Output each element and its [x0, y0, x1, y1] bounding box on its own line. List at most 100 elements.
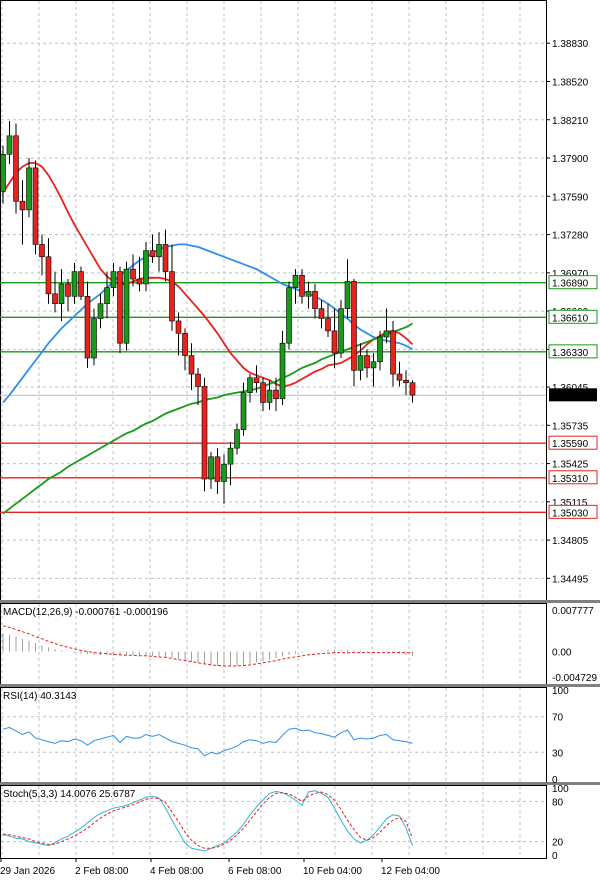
pane-border-main [0, 0, 547, 601]
candle-body [201, 386, 208, 480]
pane-separator [0, 600, 600, 603]
candle-body [84, 295, 91, 359]
candle-body [318, 308, 325, 319]
stoch-d-line [3, 791, 413, 849]
candle-body [305, 291, 312, 297]
candle-body [286, 287, 292, 344]
x-tick-label: 29 Jan 2026 [0, 866, 55, 877]
candle-body [156, 244, 162, 258]
stoch-y-tick-label: 20 [552, 838, 564, 849]
level-price-tag [548, 435, 598, 450]
candle-body [279, 342, 286, 400]
y-tick-label: 1.37280 [552, 231, 589, 242]
candle-body [65, 283, 71, 297]
pane-separator [0, 684, 600, 687]
candle-body [130, 268, 136, 280]
candle-body [331, 330, 338, 354]
candle-body [117, 271, 123, 344]
level-price-label: 1.35590 [552, 439, 589, 450]
candle-body [234, 429, 240, 449]
candle-body [52, 293, 58, 305]
y-tick-label: 1.34495 [552, 574, 589, 585]
level-price-label: 1.36330 [552, 348, 589, 359]
candle-body [253, 377, 260, 384]
x-tick-label: 12 Feb 04:00 [381, 866, 440, 877]
y-tick-label: 1.36970 [552, 269, 589, 280]
candle-body [396, 373, 403, 381]
macd-signal-line [2, 625, 413, 667]
candle-body [377, 336, 383, 363]
moving-average-line [2, 162, 414, 388]
candle-body [32, 167, 39, 245]
candle-body [325, 318, 331, 332]
macd-y-tick-label: 0.00 [552, 648, 572, 659]
stoch-k-line [2, 790, 413, 852]
candle-body [6, 135, 13, 155]
candle-body [0, 154, 6, 192]
candle-body [240, 392, 247, 430]
candle-body [214, 456, 221, 482]
moving-average-line [2, 322, 413, 515]
candle-body [208, 456, 214, 480]
candle-body [110, 271, 117, 288]
y-tick-label: 1.37590 [552, 192, 589, 203]
level-price-label: 1.36890 [552, 279, 589, 290]
macd-y-tick-label: -0.004729 [552, 673, 597, 684]
level-price-label: 1.35310 [552, 474, 589, 485]
candle-body [273, 389, 279, 400]
rsi-line [2, 726, 413, 757]
candle-body [357, 355, 364, 371]
candle-body [383, 330, 390, 338]
candle-body [390, 330, 396, 375]
candle-body [227, 447, 234, 465]
candle-body [403, 379, 409, 384]
x-tick-label: 10 Feb 04:00 [303, 866, 362, 877]
candle-body [136, 278, 143, 285]
y-tick-label: 1.38520 [552, 77, 589, 88]
candle-body [123, 268, 130, 344]
x-tick-label: 4 Feb 08:00 [150, 866, 204, 877]
candle-body [344, 281, 351, 309]
candle-body [338, 308, 344, 354]
y-tick-label: 1.38830 [552, 39, 589, 50]
candle-body [409, 382, 416, 396]
rsi-y-tick-label: 70 [552, 713, 564, 724]
candle-body [26, 167, 32, 211]
pane-separator [0, 782, 600, 785]
rsi-y-tick-label: 100 [552, 686, 569, 697]
y-tick-label: 1.35425 [552, 460, 589, 471]
candle-body [370, 361, 377, 369]
candle-body [91, 318, 97, 359]
x-tick-label: 2 Feb 08:00 [75, 866, 129, 877]
stoch-label: Stoch(5,3,3) 14.0076 25.6787 [3, 789, 136, 800]
candle-body [247, 377, 253, 393]
candle-body [299, 275, 305, 297]
rsi-label: RSI(14) 40.3143 [3, 691, 77, 702]
candle-body [260, 382, 266, 403]
candle-body [58, 283, 65, 305]
candle-body [364, 355, 370, 369]
candle-body [104, 287, 110, 305]
candle-body [182, 333, 188, 356]
y-tick-label: 1.34805 [552, 536, 589, 547]
candle-body [78, 271, 84, 297]
candle-body [292, 275, 299, 288]
level-price-tag [548, 309, 598, 324]
stoch-y-tick-label: 80 [552, 797, 564, 808]
stoch-y-tick-label: 0 [552, 851, 558, 862]
y-tick-label: 1.38210 [552, 116, 589, 127]
candle-body [13, 135, 19, 202]
candle-body [71, 271, 78, 297]
candle-body [188, 355, 195, 375]
candle-body [312, 291, 318, 309]
candle-body [97, 303, 104, 319]
moving-average-line [2, 243, 413, 404]
level-price-tag [548, 470, 598, 485]
pane-border-rsi [0, 687, 547, 783]
level-price-tag [548, 344, 598, 359]
candle-body [169, 271, 175, 322]
stoch-y-tick-label: 100 [552, 784, 569, 795]
candle-body [195, 373, 201, 387]
